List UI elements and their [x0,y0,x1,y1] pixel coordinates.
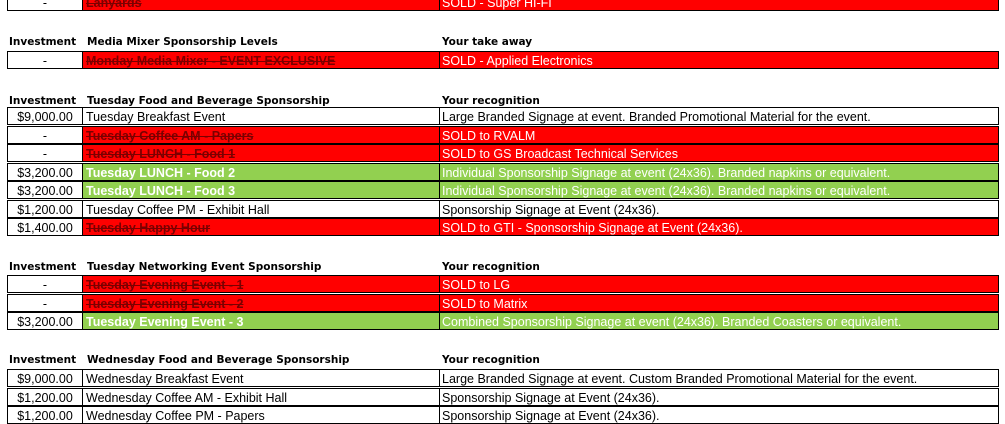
investment-cell[interactable]: $9,000.00 [7,369,82,387]
table-row[interactable]: - Tuesday Evening Event - 1 SOLD to LG [0,275,1005,293]
sponsorship-item-cell[interactable]: Tuesday Breakfast Event [82,107,439,125]
recognition-cell[interactable]: SOLD - Super HI-FI [439,0,999,11]
investment-header: Investment [9,354,77,366]
section-header: Investment Media Mixer Sponsorship Levels… [0,33,1005,51]
investment-header: Investment [9,261,77,273]
sponsorship-item-cell[interactable]: Tuesday Coffee PM - Exhibit Hall [82,199,439,218]
investment-cell[interactable]: $9,000.00 [7,107,82,125]
table-row[interactable]: $3,200.00 Tuesday Evening Event - 3 Combin… [0,312,1005,330]
recognition-cell[interactable]: SOLD - Applied Electronics [439,51,999,69]
table-row[interactable]: - Tuesday LUNCH - Food 1 SOLD to GS Broadc… [0,144,1005,162]
recognition-cell[interactable]: Sponsorship Signage at Event (24x36). [439,387,999,406]
table-row[interactable]: $3,200.00 Tuesday LUNCH - Food 3 Individua… [0,181,1005,199]
recognition-cell[interactable]: SOLD to GTI - Sponsorship Signage at Eve… [439,218,999,236]
sponsorship-item-cell[interactable]: Tuesday Evening Event - 2 [82,293,439,312]
investment-cell[interactable]: - [7,0,82,11]
item-header: Tuesday Networking Event Sponsorship [87,261,322,273]
investment-cell[interactable]: $1,200.00 [7,406,82,424]
recognition-cell[interactable]: Individual Sponsorship Signage at event … [439,181,999,199]
table-row[interactable]: - Lanyards SOLD - Super HI-FI [0,0,1005,11]
detail-header: Your recognition [442,261,540,273]
investment-header: Investment [9,95,77,107]
recognition-cell[interactable]: Sponsorship Signage at Event (24x36). [439,199,999,218]
table-row[interactable]: - Tuesday Coffee AM - Papers SOLD to RVALM [0,125,1005,144]
detail-header: Your recognition [442,95,540,107]
investment-cell[interactable]: $3,200.00 [7,162,82,181]
table-row[interactable]: $1,200.00 Wednesday Coffee PM - Papers Spo… [0,406,1005,424]
recognition-cell[interactable]: SOLD to RVALM [439,125,999,144]
table-row[interactable]: - Monday Media Mixer - EVENT EXCLUSIVE SOL… [0,51,1005,69]
investment-cell[interactable]: $1,200.00 [7,199,82,218]
investment-cell[interactable]: $3,200.00 [7,181,82,199]
detail-header: Your take away [442,36,533,48]
investment-cell[interactable]: - [7,275,82,293]
sponsorship-item-cell[interactable]: Wednesday Breakfast Event [82,369,439,387]
sponsorship-item-cell[interactable]: Monday Media Mixer - EVENT EXCLUSIVE [82,51,439,69]
table-row[interactable]: $3,200.00 Tuesday LUNCH - Food 2 Individua… [0,162,1005,181]
item-header: Media Mixer Sponsorship Levels [87,36,278,48]
table-row[interactable]: $1,200.00 Tuesday Coffee PM - Exhibit Hal… [0,199,1005,218]
investment-cell[interactable]: - [7,293,82,312]
recognition-cell[interactable]: Individual Sponsorship Signage at event … [439,162,999,181]
investment-header: Investment [9,36,77,48]
investment-cell[interactable]: - [7,51,82,69]
recognition-cell[interactable]: Large Branded Signage at event. Branded … [439,107,999,125]
recognition-cell[interactable]: Sponsorship Signage at Event (24x36). [439,406,999,424]
recognition-cell[interactable]: SOLD to GS Broadcast Technical Services [439,144,999,162]
investment-cell[interactable]: $1,200.00 [7,387,82,406]
sponsorship-item-cell[interactable]: Tuesday Coffee AM - Papers [82,125,439,144]
sponsorship-item-cell[interactable]: Tuesday Happy Hour [82,218,439,236]
sponsorship-item-cell[interactable]: Tuesday LUNCH - Food 3 [82,181,439,199]
detail-header: Your recognition [442,354,540,366]
table-row[interactable]: $1,200.00 Wednesday Coffee AM - Exhibit H… [0,387,1005,406]
section-header: Investment Tuesday Food and Beverage Spon… [0,92,1005,110]
sponsorship-item-cell[interactable]: Tuesday LUNCH - Food 1 [82,144,439,162]
sponsorship-item-cell[interactable]: Lanyards [82,0,439,11]
investment-cell[interactable]: $3,200.00 [7,312,82,330]
recognition-cell[interactable]: Combined Sponsorship Signage at event (2… [439,312,999,330]
sponsorship-item-cell[interactable]: Tuesday LUNCH - Food 2 [82,162,439,181]
investment-cell[interactable]: $1,400.00 [7,218,82,236]
investment-cell[interactable]: - [7,125,82,144]
sponsorship-item-cell[interactable]: Tuesday Evening Event - 3 [82,312,439,330]
section-header: Investment Wednesday Food and Beverage Sp… [0,351,1005,369]
item-header: Wednesday Food and Beverage Sponsorship [87,354,350,366]
sponsorship-item-cell[interactable]: Wednesday Coffee AM - Exhibit Hall [82,387,439,406]
table-row[interactable]: $1,400.00 Tuesday Happy Hour SOLD to GTI -… [0,218,1005,236]
sponsorship-item-cell[interactable]: Wednesday Coffee PM - Papers [82,406,439,424]
table-row[interactable]: $9,000.00 Wednesday Breakfast Event Large … [0,369,1005,387]
table-row[interactable]: - Tuesday Evening Event - 2 SOLD to Matrix [0,293,1005,312]
section-header: Investment Tuesday Networking Event Spons… [0,258,1005,276]
recognition-cell[interactable]: SOLD to Matrix [439,293,999,312]
recognition-cell[interactable]: SOLD to LG [439,275,999,293]
table-row[interactable]: $9,000.00 Tuesday Breakfast Event Large Br… [0,107,1005,125]
sponsorship-item-cell[interactable]: Tuesday Evening Event - 1 [82,275,439,293]
item-header: Tuesday Food and Beverage Sponsorship [87,95,330,107]
recognition-cell[interactable]: Large Branded Signage at event. Custom B… [439,369,999,387]
investment-cell[interactable]: - [7,144,82,162]
